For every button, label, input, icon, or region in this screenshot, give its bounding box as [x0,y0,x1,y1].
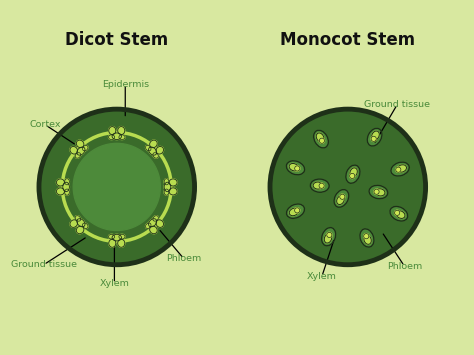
Ellipse shape [286,161,305,175]
Circle shape [73,143,160,230]
Ellipse shape [150,226,157,234]
Ellipse shape [156,147,164,154]
Ellipse shape [64,189,69,195]
Ellipse shape [118,127,125,135]
Ellipse shape [75,153,81,158]
Ellipse shape [334,190,349,207]
Ellipse shape [310,179,329,192]
Ellipse shape [109,234,115,239]
Text: Cortex: Cortex [29,120,61,129]
Circle shape [396,167,401,172]
Circle shape [327,232,332,237]
Ellipse shape [56,179,64,186]
Ellipse shape [82,145,88,151]
Ellipse shape [390,206,408,221]
Ellipse shape [109,239,116,247]
Ellipse shape [70,147,78,154]
Ellipse shape [150,140,157,148]
Text: Xylem: Xylem [307,272,337,281]
Circle shape [364,234,369,239]
Text: Ground tissue: Ground tissue [11,260,77,269]
Text: Ground tissue: Ground tissue [365,100,430,109]
Ellipse shape [109,127,116,135]
Circle shape [319,183,324,189]
Ellipse shape [64,179,69,185]
Ellipse shape [369,185,388,199]
Ellipse shape [391,162,409,176]
Ellipse shape [164,189,169,195]
Circle shape [374,189,379,194]
Circle shape [319,138,325,143]
Ellipse shape [396,211,405,218]
Ellipse shape [63,182,69,192]
Ellipse shape [75,216,81,221]
Ellipse shape [119,234,125,239]
Text: Dicot Stem: Dicot Stem [65,31,168,49]
Circle shape [340,194,345,200]
Ellipse shape [164,179,169,185]
Ellipse shape [350,168,357,177]
Ellipse shape [289,208,298,216]
Ellipse shape [77,147,85,155]
Circle shape [270,109,426,265]
Ellipse shape [70,220,78,228]
Ellipse shape [397,165,407,172]
Circle shape [394,210,400,215]
Ellipse shape [286,204,304,218]
Ellipse shape [375,189,385,196]
Ellipse shape [372,131,379,140]
Ellipse shape [119,135,125,140]
Ellipse shape [289,163,298,171]
Ellipse shape [164,182,171,192]
Text: Phloem: Phloem [387,262,422,271]
Text: Epidermis: Epidermis [102,80,149,89]
Ellipse shape [112,133,121,140]
Ellipse shape [322,228,336,246]
Ellipse shape [76,140,84,148]
Ellipse shape [153,216,158,221]
Ellipse shape [169,188,177,195]
Ellipse shape [337,196,344,204]
Ellipse shape [313,182,323,189]
Ellipse shape [112,234,121,241]
Text: Xylem: Xylem [100,279,129,288]
Text: Monocot Stem: Monocot Stem [280,31,415,49]
Circle shape [350,173,355,179]
Circle shape [371,136,376,141]
Ellipse shape [118,239,125,247]
Ellipse shape [316,133,324,142]
Ellipse shape [360,229,374,247]
Ellipse shape [76,226,84,234]
Ellipse shape [367,128,382,146]
Ellipse shape [146,145,151,151]
Ellipse shape [109,135,115,140]
Ellipse shape [82,223,88,229]
Ellipse shape [146,223,151,229]
Ellipse shape [364,235,371,244]
Circle shape [295,208,300,213]
Circle shape [39,109,194,265]
Ellipse shape [56,188,64,195]
Ellipse shape [77,219,85,227]
Ellipse shape [346,165,360,183]
Ellipse shape [153,153,158,158]
Circle shape [295,166,300,171]
Ellipse shape [156,220,164,228]
Ellipse shape [169,179,177,186]
Ellipse shape [314,130,328,148]
Ellipse shape [148,147,157,155]
Text: Phloem: Phloem [166,254,201,263]
Ellipse shape [324,234,332,243]
Ellipse shape [148,219,157,227]
